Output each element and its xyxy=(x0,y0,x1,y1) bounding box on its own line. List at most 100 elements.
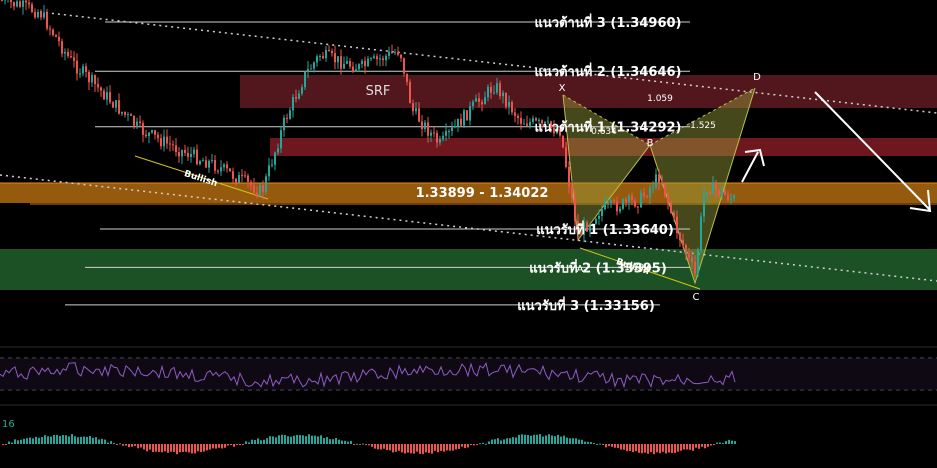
candle-body xyxy=(559,129,561,136)
histogram-bar xyxy=(218,444,220,448)
candle-body xyxy=(127,114,129,116)
histogram-bar xyxy=(401,444,403,453)
histogram-bar xyxy=(113,442,115,444)
histogram-bar xyxy=(530,435,532,444)
histogram-bar xyxy=(365,444,367,445)
histogram-bar xyxy=(515,437,517,444)
candle-body xyxy=(82,66,84,74)
histogram-bar xyxy=(641,444,643,454)
histogram-bar xyxy=(212,444,214,449)
candle-body xyxy=(718,190,720,196)
candle-body xyxy=(523,123,525,125)
histogram-bar xyxy=(227,444,229,446)
histogram-bar xyxy=(719,442,721,444)
histogram-bar xyxy=(662,444,664,452)
candle-body xyxy=(724,190,726,195)
histogram-bar xyxy=(671,444,673,454)
histogram-bar xyxy=(647,444,649,454)
histogram-bar xyxy=(92,437,94,444)
candle-body xyxy=(58,36,60,42)
candle-body xyxy=(619,208,621,212)
candle-body xyxy=(175,145,177,153)
histogram-bar xyxy=(692,444,694,451)
candle-body xyxy=(178,152,180,157)
histogram-bar xyxy=(656,444,658,453)
candle-body xyxy=(172,144,174,146)
histogram-bar xyxy=(488,441,490,444)
histogram-bar xyxy=(713,444,715,445)
candle-body xyxy=(577,221,579,234)
histogram-bar xyxy=(44,435,46,444)
pattern-ratio-3: 1.197 xyxy=(624,263,650,273)
candle-body xyxy=(121,111,123,114)
candle-body xyxy=(1,0,3,1)
histogram-bar xyxy=(704,444,706,449)
candle-body xyxy=(421,121,423,130)
candle-body xyxy=(142,123,144,135)
candle-body xyxy=(682,240,684,246)
candle-body xyxy=(223,164,225,168)
candle-body xyxy=(10,0,12,3)
histogram-bar xyxy=(728,439,730,444)
histogram-bar xyxy=(311,435,313,444)
histogram-bar xyxy=(41,437,43,444)
candle-body xyxy=(181,150,183,157)
arrow-up-shaft xyxy=(741,151,759,183)
candle-body xyxy=(49,28,51,30)
histogram-bar xyxy=(266,438,268,444)
histogram-bar xyxy=(674,444,676,453)
candle-body xyxy=(556,129,558,134)
candle-body xyxy=(322,55,324,59)
histogram-bar xyxy=(341,440,343,444)
histogram-bar xyxy=(551,435,553,444)
histogram-bar xyxy=(149,444,151,450)
histogram-bar xyxy=(125,444,127,446)
candle-body xyxy=(484,97,486,105)
histogram-bar xyxy=(485,443,487,445)
histogram-bar xyxy=(116,444,118,445)
histogram-bar xyxy=(296,434,298,444)
histogram-bar xyxy=(518,434,520,444)
candle-body xyxy=(451,127,453,131)
candle-body xyxy=(115,100,117,108)
candle-body xyxy=(208,160,210,168)
histogram-bar xyxy=(584,441,586,444)
candle-body xyxy=(565,147,567,167)
candle-body xyxy=(46,12,48,29)
histogram-bar xyxy=(26,438,28,444)
histogram-bar xyxy=(428,444,430,453)
pattern-point-B: B xyxy=(647,138,654,149)
candle-body xyxy=(313,62,315,69)
candle-body xyxy=(478,98,480,102)
candle-body xyxy=(316,56,318,63)
candle-body xyxy=(271,164,273,166)
candle-body xyxy=(25,0,27,3)
candle-body xyxy=(265,176,267,193)
histogram-bar xyxy=(437,444,439,453)
candle-body xyxy=(334,53,336,63)
histogram-bar xyxy=(158,444,160,452)
histogram-bar xyxy=(197,444,199,452)
histogram-bar xyxy=(386,444,388,451)
support-label-3: แนวรับที่ 3 (1.33156) xyxy=(517,296,655,314)
histogram-bar xyxy=(257,438,259,444)
candle-body xyxy=(88,72,90,83)
candle-body xyxy=(145,134,147,137)
candle-body xyxy=(274,152,276,165)
candle-body xyxy=(646,196,648,198)
histogram-bar xyxy=(242,444,244,445)
histogram-bar xyxy=(5,444,7,445)
candle-body xyxy=(349,61,351,67)
histogram-bar xyxy=(554,436,556,444)
candle-body xyxy=(664,184,666,196)
candle-body xyxy=(709,192,711,195)
histogram-bar xyxy=(224,444,226,448)
candle-body xyxy=(721,190,723,196)
histogram-bar xyxy=(653,444,655,455)
histogram-bar xyxy=(53,434,55,444)
candle-body xyxy=(439,139,441,143)
candle-body xyxy=(31,4,33,13)
histogram-bar xyxy=(374,444,376,449)
pattern-ratio-1: 1.059 xyxy=(647,94,673,104)
histogram-bar xyxy=(605,444,607,448)
